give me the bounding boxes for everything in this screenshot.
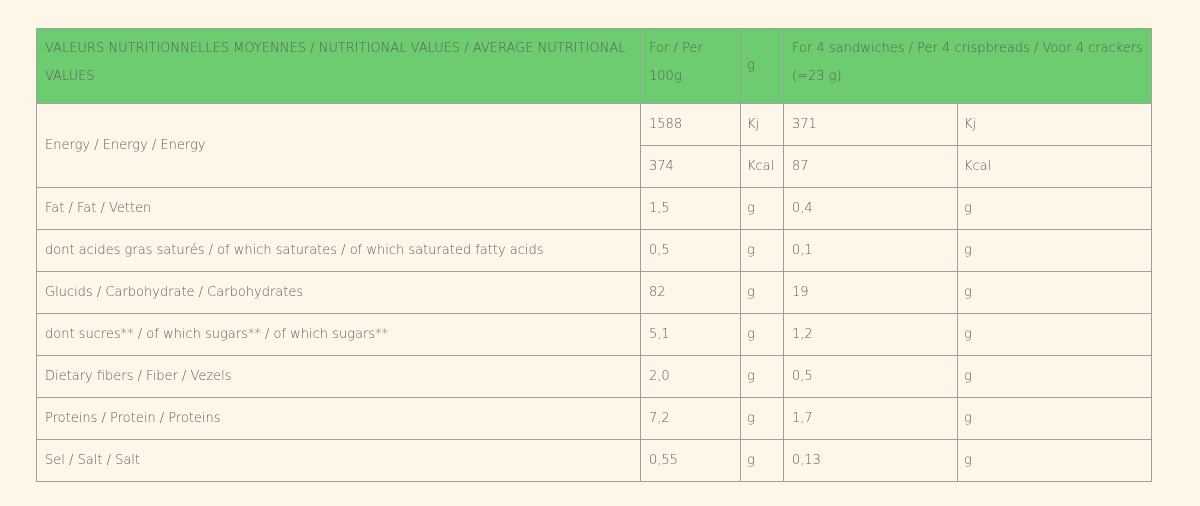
per-100g-unit: Kj [740, 103, 784, 146]
per-100g-unit: g [740, 397, 784, 440]
per-portion-unit: g [957, 355, 1152, 398]
per-portion-unit: g [957, 229, 1152, 272]
per-portion-value: 0,4 [783, 187, 958, 230]
per-100g-value: 7,2 [640, 397, 741, 440]
per-portion-value: 19 [783, 271, 958, 314]
nutrient-label: Energy / Energy / Energy [36, 103, 641, 188]
per-100g-value: 0,5 [640, 229, 741, 272]
per-portion-value: 0,13 [783, 439, 958, 482]
per-100g-unit: g [740, 229, 784, 272]
per-100g-value: 82 [640, 271, 741, 314]
per-100g-unit: g [740, 313, 784, 356]
nutrient-label: dont sucres** / of which sugars** / of w… [36, 313, 641, 356]
per-portion-unit: g [957, 187, 1152, 230]
per-100g-unit: g [740, 439, 784, 482]
per-100g-unit: Kcal [740, 145, 784, 188]
nutrient-row: Proteins / Protein / Proteins 7,2 g 1,7 g [36, 397, 1152, 440]
nutrient-label: dont acides gras saturés / of which satu… [36, 229, 641, 272]
header-row: VALEURS NUTRITIONNELLES MOYENNES / NUTRI… [36, 28, 1152, 104]
nutrient-row: Fat / Fat / Vetten 1,5 g 0,4 g [36, 187, 1152, 230]
per-portion-value: 1,7 [783, 397, 958, 440]
header-cell: For / Per 100g [640, 28, 741, 104]
nutrition-panel: VALEURS NUTRITIONNELLES MOYENNES / NUTRI… [36, 28, 1152, 482]
table-body: Energy / Energy / Energy 1588 Kj 371 Kj 374 Kc… [36, 103, 1152, 482]
per-portion-value: 0,5 [783, 355, 958, 398]
nutrient-label: Glucids / Carbohydrate / Carbohydrates [36, 271, 641, 314]
per-portion-value: 87 [783, 145, 958, 188]
per-100g-unit: g [740, 187, 784, 230]
per-100g-value: 374 [640, 145, 741, 188]
per-portion-value: 0,1 [783, 229, 958, 272]
per-portion-value: 1,2 [783, 313, 958, 356]
header-cell: For 4 sandwiches / Per 4 crispbreads / V… [783, 28, 1152, 104]
table-header: VALEURS NUTRITIONNELLES MOYENNES / NUTRI… [36, 28, 1152, 104]
nutrient-row: dont acides gras saturés / of which satu… [36, 229, 1152, 272]
nutrient-label: Proteins / Protein / Proteins [36, 397, 641, 440]
nutrient-row: 374 Kcal 87 Kcal [37, 145, 1152, 188]
nutrient-row: Energy / Energy / Energy 1588 Kj 371 Kj [36, 103, 1152, 188]
per-100g-unit: g [740, 355, 784, 398]
per-portion-unit: g [957, 271, 1152, 314]
nutrient-row: Sel / Salt / Salt 0,55 g 0,13 g [36, 439, 1152, 482]
per-100g-value: 2,0 [640, 355, 741, 398]
per-portion-unit: g [957, 439, 1152, 482]
per-100g-unit: g [740, 271, 784, 314]
per-portion-unit: Kcal [957, 145, 1152, 188]
per-100g-value: 0,55 [640, 439, 741, 482]
nutrient-row: Dietary fibers / Fiber / Vezels 2,0 g 0,5 g [36, 355, 1152, 398]
per-100g-value: 1,5 [640, 187, 741, 230]
nutrient-row: dont sucres** / of which sugars** / of w… [36, 313, 1152, 356]
nutrition-table: VALEURS NUTRITIONNELLES MOYENNES / NUTRI… [36, 28, 1152, 482]
header-cell: VALEURS NUTRITIONNELLES MOYENNES / NUTRI… [36, 28, 641, 104]
nutrient-label: Sel / Salt / Salt [36, 439, 641, 482]
nutrient-row: Glucids / Carbohydrate / Carbohydrates 82… [36, 271, 1152, 314]
nutrient-label: Fat / Fat / Vetten [36, 187, 641, 230]
per-100g-value: 1588 [640, 103, 741, 146]
per-100g-value: 5,1 [640, 313, 741, 356]
per-portion-unit: Kj [957, 103, 1152, 146]
header-cell: g [740, 28, 784, 104]
per-portion-value: 371 [783, 103, 958, 146]
nutrient-label: Dietary fibers / Fiber / Vezels [36, 355, 641, 398]
per-portion-unit: g [957, 313, 1152, 356]
per-portion-unit: g [957, 397, 1152, 440]
